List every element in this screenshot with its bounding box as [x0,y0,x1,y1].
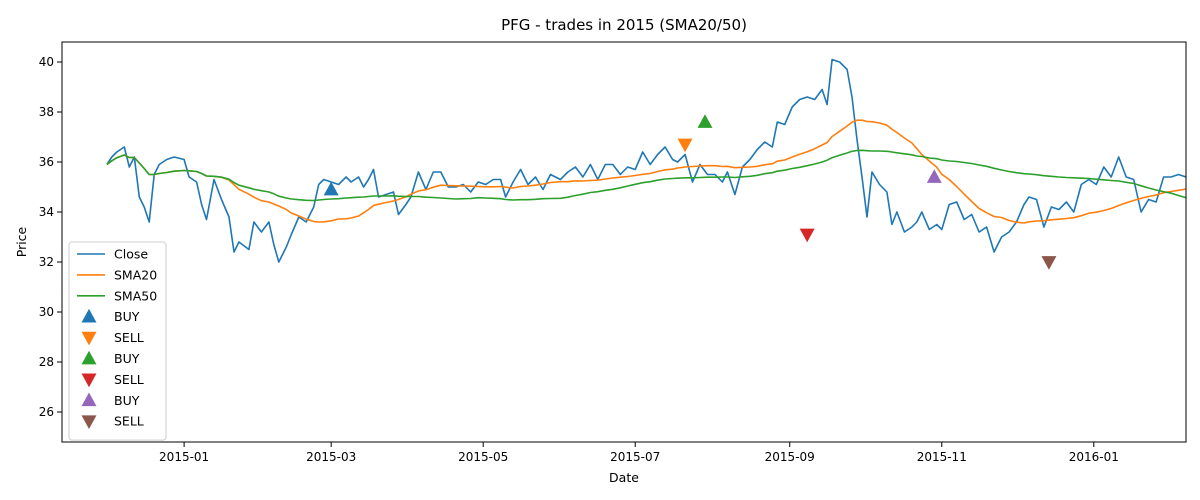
legend-label: Close [114,247,148,262]
legend-swatch-buy [81,350,97,365]
trade-marker-buy-1 [323,181,339,196]
trade-marker-sell-4 [799,228,815,243]
y-tick-label: 36 [39,155,54,169]
series-line-sma20 [106,119,1186,224]
x-axis: 2015-01 2015-03 2015-05 2015-07 2015-09 2015-… [159,442,1119,464]
x-tick-label: 2015-07 [610,450,660,464]
legend-label: SELL [114,330,144,345]
legend-swatch-sell [81,373,97,388]
chart-title: PFG - trades in 2015 (SMA20/50) [501,16,747,34]
plot-frame [61,41,1187,443]
legend-label: BUY [114,393,140,408]
x-tick-label: 2016-01 [1069,450,1119,464]
legend-frame [68,241,167,441]
x-tick-label: 2015-01 [159,450,209,464]
legend-swatch-sell [81,331,97,346]
legend-swatch-buy [81,308,97,323]
x-tick-label: 2015-11 [917,450,967,464]
legend-swatch-buy [81,392,97,407]
y-tick-label: 40 [39,55,54,69]
y-tick-label: 28 [39,355,54,369]
x-tick-label: 2015-05 [458,450,508,464]
legend-label: BUY [114,351,140,366]
plot-area [61,41,1187,443]
y-tick-label: 38 [39,105,54,119]
trade-marker-sell-6 [1041,256,1057,270]
y-axis: 26 28 30 32 34 36 38 40 [39,55,62,419]
y-tick-label: 30 [39,305,54,319]
legend-label: SMA20 [114,267,157,282]
series-line-close [106,58,1186,263]
legend-label: SELL [114,372,144,387]
x-tick-label: 2015-09 [765,450,815,464]
series-line-sma50 [106,149,1186,202]
legend: Close SMA20 SMA50 BUY SELL BUY SELL BUY SELL [68,241,167,441]
trade-marker-sell-2 [677,138,693,153]
legend-swatch-sell [81,415,97,429]
y-tick-label: 34 [39,205,54,219]
legend-label: BUY [114,309,140,324]
trade-marker-buy-5 [926,169,942,183]
y-axis-label: Price [14,226,29,257]
y-tick-label: 26 [39,405,54,419]
legend-label: SMA50 [114,288,157,303]
x-tick-label: 2015-03 [306,450,356,464]
legend-label: SELL [114,414,144,429]
y-tick-label: 32 [39,255,54,269]
trade-marker-buy-3 [697,114,713,128]
x-axis-label: Date [609,470,639,485]
